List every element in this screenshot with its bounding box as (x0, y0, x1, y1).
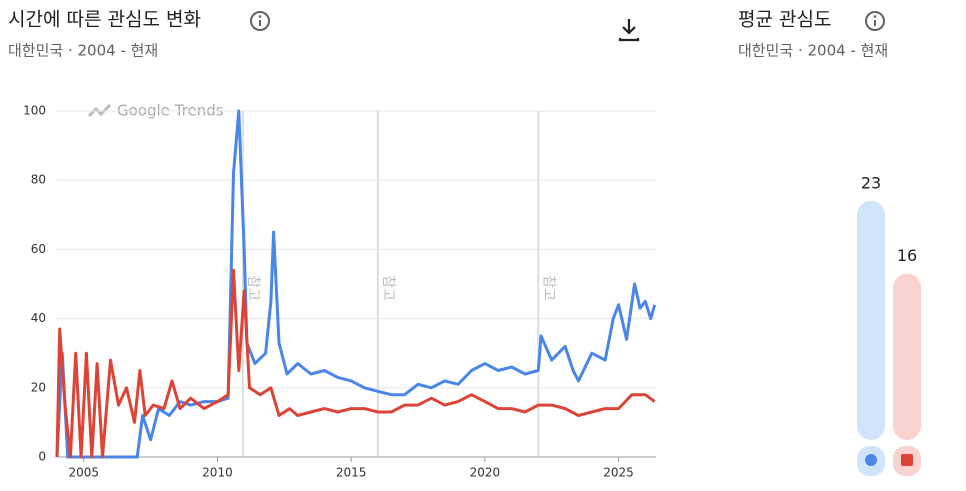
y-tick-label: 80 (31, 173, 46, 187)
y-tick-label: 0 (38, 450, 46, 464)
series-line (55, 109, 657, 459)
annotation-label: 참고 (380, 275, 396, 301)
y-tick-label: 20 (31, 380, 46, 394)
x-tick-label: 2020 (470, 466, 501, 480)
annotation-label: 참고 (245, 275, 261, 301)
y-tick-label: 100 (23, 104, 46, 118)
average-bar (857, 200, 885, 440)
legend-marker (901, 454, 913, 466)
value-label: 16 (897, 246, 917, 265)
average-title: 평균 관심도 (738, 9, 831, 31)
y-tick-label: 60 (31, 242, 46, 256)
x-tick-label: 2010 (202, 466, 233, 480)
average-bar (893, 273, 921, 440)
x-tick-label: 2015 (336, 466, 367, 480)
info-icon[interactable] (865, 11, 885, 31)
download-icon[interactable] (618, 19, 640, 42)
chart-title: 시간에 따른 관심도 변화 (8, 9, 201, 31)
annotation-label: 참고 (540, 275, 556, 301)
chart-subtitle: 대한민국 · 2004 - 현재 (8, 42, 158, 60)
y-tick-label: 40 (31, 311, 46, 325)
x-tick-label: 2025 (603, 466, 634, 480)
series-line (55, 268, 656, 459)
value-label: 23 (861, 173, 881, 192)
x-tick-label: 2005 (68, 466, 99, 480)
average-subtitle: 대한민국 · 2004 - 현재 (738, 42, 888, 60)
info-icon[interactable] (250, 11, 270, 31)
legend-marker (865, 454, 877, 466)
